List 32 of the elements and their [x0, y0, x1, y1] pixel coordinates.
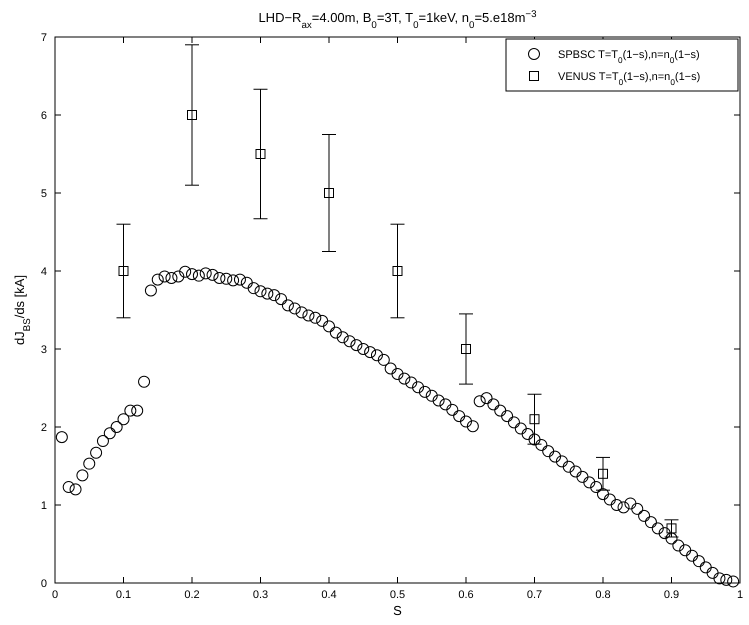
- x-tick-label: 0.9: [664, 589, 680, 601]
- x-tick-label: 1: [736, 589, 744, 601]
- y-tick-label: 0: [40, 578, 47, 590]
- y-tick-label: 3: [40, 344, 47, 356]
- x-tick-label: 0.3: [252, 589, 268, 601]
- y-tick-label: 1: [40, 500, 47, 512]
- x-tick-label: 0.5: [390, 589, 406, 601]
- point: [392, 266, 402, 276]
- point: [530, 414, 540, 424]
- legend-label: SPBSC T=T$_{0}$(1−s),n=n$_{0}$(1−s): [558, 49, 700, 64]
- x-tick-label: 0.2: [184, 589, 200, 601]
- chart-title: LHD−R$_{ax}$=4.00m, B$_{0}$=3T, T$_{0}$=1keV, n$_{0}$=5.e18m$^{−3}$: [258, 8, 537, 30]
- x-tick-label: 0.4: [321, 589, 337, 601]
- point: [118, 266, 128, 276]
- y-tick-label: 4: [40, 266, 47, 278]
- x-axis-title: S: [393, 603, 402, 618]
- y-tick-label: 2: [40, 422, 47, 434]
- point: [461, 344, 471, 354]
- x-tick-label: 0.7: [526, 589, 542, 601]
- x-tick-label: 0.8: [595, 589, 611, 601]
- point: [324, 188, 334, 198]
- legend-label: VENUS T=T$_{0}$(1−s),n=n$_{0}$(1−s): [558, 71, 700, 86]
- y-tick-label: 7: [40, 32, 47, 44]
- point: [256, 149, 266, 159]
- point: [598, 468, 608, 479]
- point: [187, 110, 197, 120]
- point: [666, 523, 676, 534]
- x-tick-label: 0: [52, 589, 58, 601]
- y-tick-label: 5: [40, 188, 47, 200]
- x-tick-label: 0.1: [116, 589, 132, 601]
- x-tick-label: 0.6: [458, 589, 474, 601]
- y-tick-label: 6: [40, 110, 47, 122]
